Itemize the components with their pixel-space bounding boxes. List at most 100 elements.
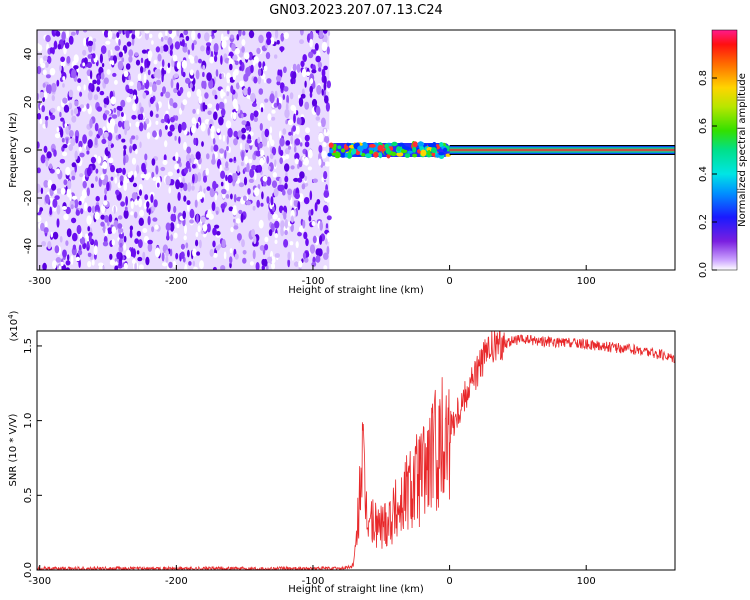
heatmap-cell: [65, 267, 70, 270]
heatmap-cell: [304, 101, 310, 110]
heatmap-cell: [155, 46, 161, 53]
heatmap-cell: [83, 57, 88, 65]
heatmap-cell: [61, 206, 67, 210]
heatmap-cell: [248, 178, 254, 183]
heatmap-cell: [161, 252, 165, 262]
heatmap-cell: [179, 182, 184, 189]
heatmap-cell: [283, 66, 287, 74]
heatmap-cell: [266, 38, 272, 46]
heatmap-cell: [183, 182, 188, 192]
heatmap-cell: [82, 134, 87, 144]
heatmap-cell: [201, 80, 205, 89]
heatmap-cell: [311, 69, 317, 74]
heatmap-cell: [246, 138, 252, 144]
heatmap-cell: [88, 82, 93, 90]
heatmap-cell: [87, 226, 90, 232]
heatmap-cell: [45, 61, 49, 68]
heatmap-cell: [125, 249, 131, 259]
heatmap-cell: [173, 205, 177, 214]
top-y-ticks: -40 -20 0 20 40: [23, 48, 42, 254]
heatmap-cell: [175, 179, 181, 190]
heatmap-cell: [318, 152, 323, 162]
heatmap-cell: [285, 140, 291, 146]
heatmap-cell: [242, 215, 246, 220]
heatmap-cells: [37, 30, 675, 270]
heatmap-cell: [182, 71, 186, 78]
heatmap-cell: [271, 146, 277, 156]
colorbar-tick-label: 0.6: [698, 118, 709, 134]
heatmap-cell: [88, 234, 92, 243]
heatmap-cell: [312, 235, 317, 244]
heatmap-cell: [151, 205, 156, 212]
heatmap-cell: [167, 37, 173, 46]
heatmap-cell: [241, 239, 245, 248]
heatmap-cell: [294, 138, 301, 146]
heatmap-cell: [214, 94, 218, 100]
heatmap-cell: [305, 127, 311, 134]
heatmap-cell: [266, 78, 272, 84]
heatmap-cell: [312, 49, 317, 55]
heatmap-cell: [177, 191, 181, 201]
heatmap-cell: [242, 250, 247, 255]
heatmap-cell: [123, 235, 127, 243]
heatmap-cell: [319, 221, 324, 231]
heatmap-cell: [221, 188, 227, 195]
heatmap-cell: [77, 78, 82, 83]
heatmap-cell: [288, 131, 292, 136]
heatmap-cell: [149, 96, 155, 105]
heatmap-cell: [161, 73, 164, 83]
heatmap-cell: [39, 91, 45, 99]
heatmap-cell: [271, 116, 276, 121]
heatmap-cell: [142, 92, 147, 99]
heatmap-cell: [136, 250, 140, 255]
heatmap-cell: [81, 189, 87, 199]
heatmap-cell: [167, 118, 171, 124]
heatmap-cell: [226, 182, 230, 192]
heatmap-cell: [131, 33, 136, 40]
heatmap-cell: [135, 134, 139, 141]
heatmap-cell: [185, 35, 190, 42]
heatmap-cell: [170, 78, 174, 89]
heatmap-cell: [274, 239, 278, 244]
heatmap-cell: [167, 202, 171, 213]
heatmap-cell: [154, 247, 161, 258]
heatmap-cell: [215, 69, 219, 77]
heatmap-cell: [146, 132, 151, 140]
heatmap-cell: [284, 163, 290, 172]
heatmap-cell: [147, 69, 151, 76]
heatmap-cell: [158, 129, 162, 138]
heatmap-cell: [280, 33, 285, 42]
heatmap-cell: [183, 141, 187, 151]
heatmap-cell: [230, 193, 233, 200]
heatmap-cell: [284, 108, 290, 119]
heatmap-cell: [212, 153, 216, 163]
heatmap-cell: [151, 83, 157, 93]
heatmap-cell: [249, 168, 255, 178]
heatmap-cell: [232, 173, 236, 181]
heatmap-cell: [279, 177, 282, 185]
heatmap-cell: [118, 167, 123, 173]
heatmap-cell: [170, 116, 175, 123]
heatmap-cell: [74, 198, 79, 209]
heatmap-cell: [181, 39, 185, 47]
heatmap-cell: [138, 264, 144, 270]
heatmap-cell: [114, 45, 121, 51]
emerging-tone-cell: [327, 152, 332, 157]
heatmap-cell: [199, 260, 204, 270]
heatmap-cell: [302, 252, 307, 260]
heatmap-cell: [198, 95, 203, 104]
heatmap-cell: [148, 82, 153, 87]
heatmap-cell: [276, 40, 280, 45]
heatmap-cell: [68, 89, 74, 98]
heatmap-cell: [320, 117, 326, 128]
heatmap-cell: [98, 177, 103, 188]
heatmap-cell: [145, 256, 150, 266]
heatmap-cell: [202, 71, 205, 78]
heatmap-cell: [54, 245, 60, 254]
heatmap-cell: [37, 204, 40, 213]
heatmap-cell: [117, 215, 123, 220]
heatmap-cell: [300, 60, 305, 68]
heatmap-cell: [56, 218, 60, 228]
heatmap-cell: [227, 30, 230, 35]
heatmap-cell: [308, 149, 313, 159]
